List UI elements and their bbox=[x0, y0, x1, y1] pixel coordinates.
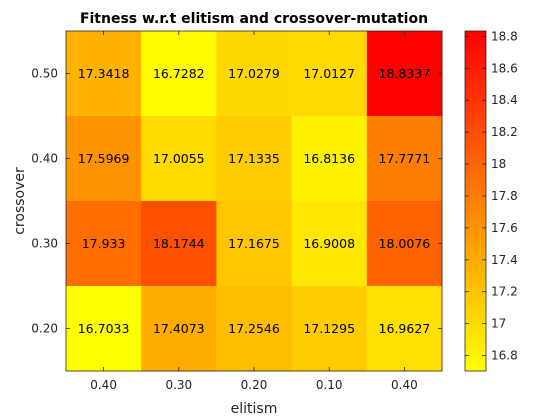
y-tick-label: 0.40 bbox=[31, 152, 58, 166]
x-tick-label: 0.40 bbox=[90, 378, 117, 392]
colorbar-tick-label: 17.8 bbox=[491, 189, 518, 203]
y-tick-label: 0.30 bbox=[31, 237, 58, 251]
colorbar-ticks: 16.8 17 17.2 17.4 17.6 17.8 18 18.2 18.4 18.6 18.8 bbox=[465, 29, 518, 363]
cell-value-label: 16.9627 bbox=[379, 321, 431, 336]
colorbar-tick-label: 17.4 bbox=[491, 253, 518, 267]
y-axis-ticks: 0.50 0.40 0.30 0.20 bbox=[31, 67, 442, 336]
heatmap-cell bbox=[291, 31, 368, 117]
cell-value-label: 17.0127 bbox=[303, 66, 355, 81]
cell-value-label: 17.4073 bbox=[153, 321, 205, 336]
x-tick-label: 0.20 bbox=[241, 378, 268, 392]
heatmap-cell bbox=[141, 116, 217, 202]
colorbar-tick-label: 17.2 bbox=[491, 285, 518, 299]
heatmap-cell bbox=[66, 286, 142, 372]
cell-value-label: 17.5969 bbox=[78, 151, 130, 166]
colorbar-tick-label: 18.2 bbox=[491, 125, 518, 139]
heatmap-cell bbox=[66, 201, 142, 287]
heatmap-cell bbox=[366, 286, 443, 372]
cell-value-label: 18.8337 bbox=[379, 66, 431, 81]
x-tick-label: 0.40 bbox=[391, 378, 418, 392]
heatmap-cell bbox=[216, 201, 293, 287]
x-tick-label: 0.30 bbox=[165, 378, 192, 392]
cell-value-label: 17.0279 bbox=[228, 66, 280, 81]
y-axis-label: crossover bbox=[12, 167, 28, 235]
heatmap-cell bbox=[366, 31, 443, 117]
heatmap-cell bbox=[66, 31, 142, 117]
cell-value-label: 16.7033 bbox=[78, 321, 130, 336]
heatmap-cell bbox=[291, 201, 368, 287]
colorbar-tick-label: 16.8 bbox=[491, 349, 518, 363]
heatmap-cell bbox=[216, 31, 293, 117]
colorbar-tick-label: 18.8 bbox=[491, 29, 518, 43]
cell-value-label: 16.8136 bbox=[303, 151, 355, 166]
cell-value-label: 17.933 bbox=[82, 236, 126, 251]
cell-value-label: 18.1744 bbox=[153, 236, 205, 251]
x-axis-ticks: 0.40 0.30 0.20 0.10 0.40 bbox=[90, 31, 418, 392]
heatmap-cell bbox=[216, 286, 293, 372]
colorbar-tick-label: 17 bbox=[491, 317, 506, 331]
cell-value-label: 16.9008 bbox=[303, 236, 355, 251]
heatmap-cells bbox=[66, 31, 443, 372]
heatmap-cell bbox=[141, 286, 217, 372]
heatmap-cell bbox=[291, 116, 368, 202]
heatmap-cell bbox=[216, 116, 293, 202]
cell-value-label: 17.2546 bbox=[228, 321, 280, 336]
heatmap-cell bbox=[66, 116, 142, 202]
y-tick-label: 0.20 bbox=[31, 322, 58, 336]
heatmap-cell bbox=[366, 201, 443, 287]
y-tick-label: 0.50 bbox=[31, 67, 58, 81]
cell-value-label: 17.1675 bbox=[228, 236, 280, 251]
colorbar bbox=[464, 30, 487, 372]
x-tick-label: 0.10 bbox=[316, 378, 343, 392]
colorbar-tick-label: 17.6 bbox=[491, 221, 518, 235]
cell-value-label: 18.0076 bbox=[379, 236, 431, 251]
colorbar-tick-label: 18.4 bbox=[491, 93, 518, 107]
cell-value-label: 17.3418 bbox=[78, 66, 130, 81]
heatmap-cell bbox=[141, 201, 217, 287]
heatmap-cell bbox=[366, 116, 443, 202]
heatmap-cell-labels: 17.3418 16.7282 17.0279 17.0127 18.8337 17.59… bbox=[78, 66, 431, 336]
chart-title: Fitness w.r.t elitism and crossover-muta… bbox=[80, 11, 428, 27]
cell-value-label: 17.7771 bbox=[379, 151, 431, 166]
heatmap-cell bbox=[291, 286, 368, 372]
heatmap-cell bbox=[141, 31, 217, 117]
colorbar-tick-label: 18 bbox=[491, 157, 506, 171]
colorbar-tick-label: 18.6 bbox=[491, 61, 518, 75]
x-axis-label: elitism bbox=[231, 401, 278, 417]
cell-value-label: 16.7282 bbox=[153, 66, 205, 81]
cell-value-label: 17.1335 bbox=[228, 151, 280, 166]
cell-value-label: 17.1295 bbox=[303, 321, 355, 336]
cell-value-label: 17.0055 bbox=[153, 151, 205, 166]
